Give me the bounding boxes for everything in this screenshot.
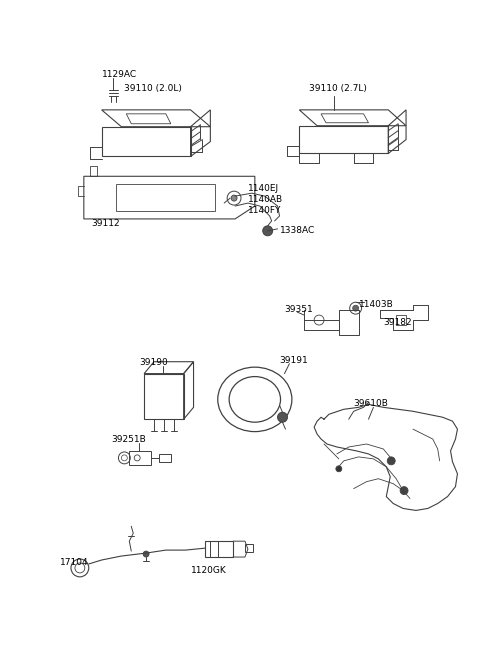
Circle shape — [231, 195, 237, 201]
Text: 39110 (2.0L): 39110 (2.0L) — [124, 84, 182, 93]
Bar — [129, 451, 151, 465]
Bar — [117, 184, 216, 211]
Text: 39610B: 39610B — [354, 400, 388, 408]
Text: 1129AC: 1129AC — [102, 70, 137, 79]
Text: 1140FY: 1140FY — [248, 206, 281, 215]
Bar — [396, 315, 406, 325]
Text: 39351: 39351 — [285, 305, 313, 314]
Text: 39190: 39190 — [139, 358, 168, 367]
Text: 39191: 39191 — [279, 356, 308, 365]
Text: 11403B: 11403B — [359, 300, 394, 309]
Circle shape — [277, 412, 288, 422]
Bar — [159, 454, 171, 462]
Text: 39112: 39112 — [92, 219, 120, 228]
Circle shape — [263, 226, 273, 236]
Circle shape — [336, 466, 342, 472]
Text: 39182: 39182 — [384, 318, 412, 327]
Bar — [245, 544, 253, 552]
Text: 1140AB: 1140AB — [248, 195, 283, 204]
Text: 1140EJ: 1140EJ — [248, 184, 279, 193]
Text: 1120GK: 1120GK — [191, 566, 227, 575]
Bar — [205, 541, 233, 557]
Text: 39110 (2.7L): 39110 (2.7L) — [309, 84, 367, 93]
Text: 17104: 17104 — [60, 558, 89, 567]
Circle shape — [353, 305, 359, 311]
Text: 1338AC: 1338AC — [279, 226, 315, 235]
Circle shape — [143, 551, 149, 557]
Circle shape — [387, 457, 395, 465]
Circle shape — [400, 487, 408, 495]
Text: 39251B: 39251B — [111, 435, 146, 444]
